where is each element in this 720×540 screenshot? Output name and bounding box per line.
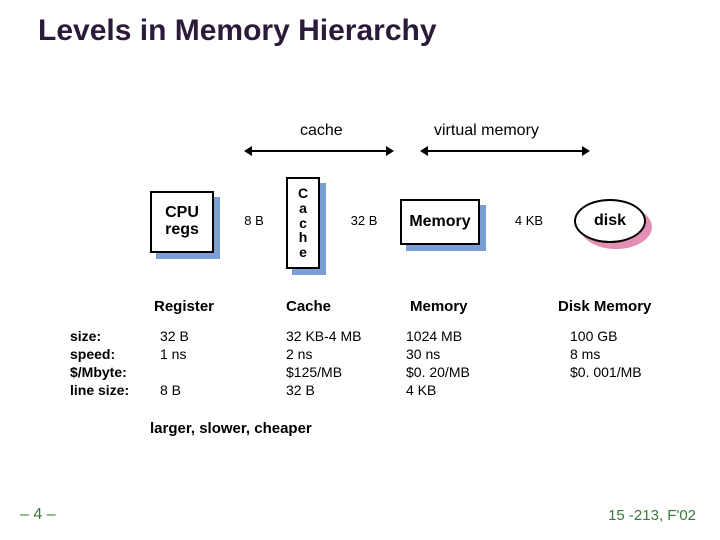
cell-reg-line: 8 B bbox=[160, 382, 181, 398]
cell-disk-size: 100 GB bbox=[570, 328, 617, 344]
arrow-cache bbox=[244, 146, 394, 156]
attr-line: line size: bbox=[70, 382, 129, 398]
col-register: Register bbox=[154, 298, 214, 315]
cell-mem-speed: 30 ns bbox=[406, 346, 440, 362]
attr-cost: $/Mbyte: bbox=[70, 364, 127, 380]
course-footer: 15 -213, F'02 bbox=[608, 507, 696, 524]
cell-mem-line: 4 KB bbox=[406, 382, 436, 398]
cell-mem-size: 1024 MB bbox=[406, 328, 462, 344]
col-cache: Cache bbox=[286, 298, 331, 315]
cell-disk-speed: 8 ms bbox=[570, 346, 600, 362]
cell-cache-speed: 2 ns bbox=[286, 346, 312, 362]
attr-size: size: bbox=[70, 328, 101, 344]
cell-cache-cost: $125/MB bbox=[286, 364, 342, 380]
cell-mem-cost: $0. 20/MB bbox=[406, 364, 470, 380]
page-number: – 4 – bbox=[20, 506, 56, 524]
cell-cache-size: 32 KB-4 MB bbox=[286, 328, 361, 344]
larger-slower-cheaper: larger, slower, cheaper bbox=[150, 420, 312, 437]
label-vm: virtual memory bbox=[434, 122, 539, 140]
cell-disk-cost: $0. 001/MB bbox=[570, 364, 642, 380]
slide-title: Levels in Memory Hierarchy bbox=[38, 14, 437, 48]
cell-reg-size: 32 B bbox=[160, 328, 189, 344]
attr-speed: speed: bbox=[70, 346, 115, 362]
label-cache: cache bbox=[300, 122, 343, 140]
cell-cache-line: 32 B bbox=[286, 382, 315, 398]
xfer-cache-mem: 32 B bbox=[344, 213, 384, 228]
xfer-mem-disk: 4 KB bbox=[506, 213, 552, 228]
xfer-reg-cache: 8 B bbox=[236, 213, 272, 228]
arrow-vm bbox=[420, 146, 590, 156]
col-diskmem: Disk Memory bbox=[558, 298, 651, 315]
hierarchy-row: CPU regs 8 B C a c h e 32 B Memory 4 KB … bbox=[0, 175, 720, 295]
cell-reg-speed: 1 ns bbox=[160, 346, 186, 362]
col-memory: Memory bbox=[410, 298, 468, 315]
